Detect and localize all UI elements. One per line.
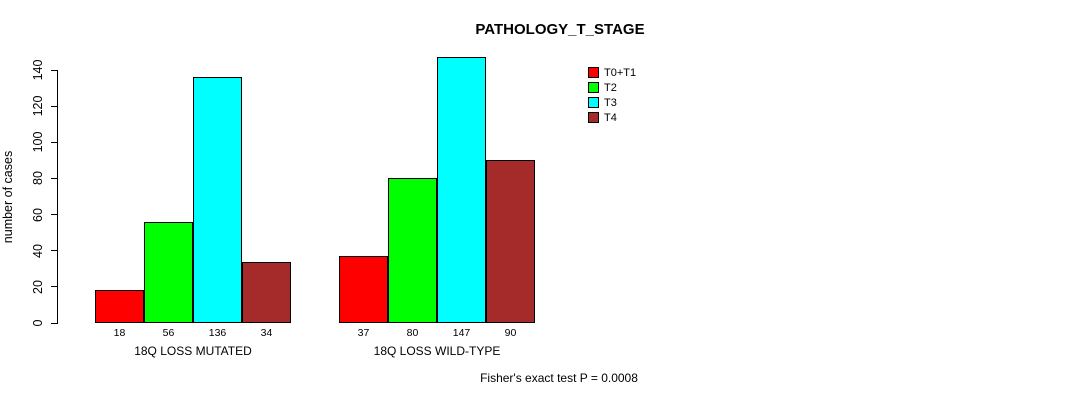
- legend-swatch: [588, 82, 599, 93]
- bar-value-label: 56: [162, 327, 175, 339]
- bar-value-label: 18: [113, 327, 126, 339]
- legend-label: T3: [604, 96, 617, 109]
- bar-value-label: 136: [208, 327, 227, 339]
- chart-title: PATHOLOGY_T_STAGE: [475, 21, 645, 38]
- category-label: 18Q LOSS WILD-TYPE: [373, 344, 501, 358]
- legend: T0+T1 T2 T3 T4: [588, 67, 636, 127]
- y-tick-label: 40: [31, 243, 45, 258]
- bar-value-label: 80: [406, 327, 419, 339]
- legend-label: T4: [604, 111, 617, 124]
- y-tick-mark: [51, 105, 58, 107]
- bar: [95, 290, 144, 323]
- bar: [339, 256, 388, 323]
- legend-item: T3: [588, 96, 636, 109]
- legend-label: T0+T1: [604, 66, 637, 79]
- legend-item: T2: [588, 81, 636, 94]
- bar-value-label: 37: [357, 327, 370, 339]
- y-tick-label: 0: [31, 319, 45, 327]
- y-axis-line: [57, 70, 58, 323]
- category-label: 18Q LOSS MUTATED: [134, 344, 252, 358]
- y-tick-mark: [51, 141, 58, 143]
- bar-value-label: 147: [452, 327, 471, 339]
- y-tick-mark: [51, 322, 58, 324]
- y-tick-mark: [51, 177, 58, 179]
- legend-item: T4: [588, 111, 636, 124]
- y-tick-label: 20: [31, 279, 45, 294]
- legend-swatch: [588, 67, 599, 78]
- legend-label: T2: [604, 81, 617, 94]
- bar: [388, 178, 437, 323]
- bar: [144, 221, 193, 323]
- y-tick-label: 60: [31, 207, 45, 222]
- bar: [486, 160, 535, 323]
- footnote: Fisher's exact test P = 0.0008: [480, 371, 638, 385]
- y-tick-label: 140: [31, 59, 45, 81]
- bar: [193, 77, 242, 323]
- y-tick-label: 100: [31, 131, 45, 153]
- bar: [437, 57, 486, 323]
- legend-item: T0+T1: [588, 66, 637, 79]
- y-tick-mark: [51, 250, 58, 252]
- legend-swatch: [588, 112, 599, 123]
- bar: [242, 261, 291, 323]
- y-tick-mark: [51, 214, 58, 216]
- legend-swatch: [588, 97, 599, 108]
- y-axis-label: number of cases: [1, 150, 15, 244]
- y-tick-label: 80: [31, 171, 45, 186]
- y-tick-mark: [51, 69, 58, 71]
- bar-value-label: 34: [260, 327, 273, 339]
- y-tick-mark: [51, 286, 58, 288]
- bar-value-label: 90: [504, 327, 517, 339]
- y-tick-label: 120: [31, 95, 45, 117]
